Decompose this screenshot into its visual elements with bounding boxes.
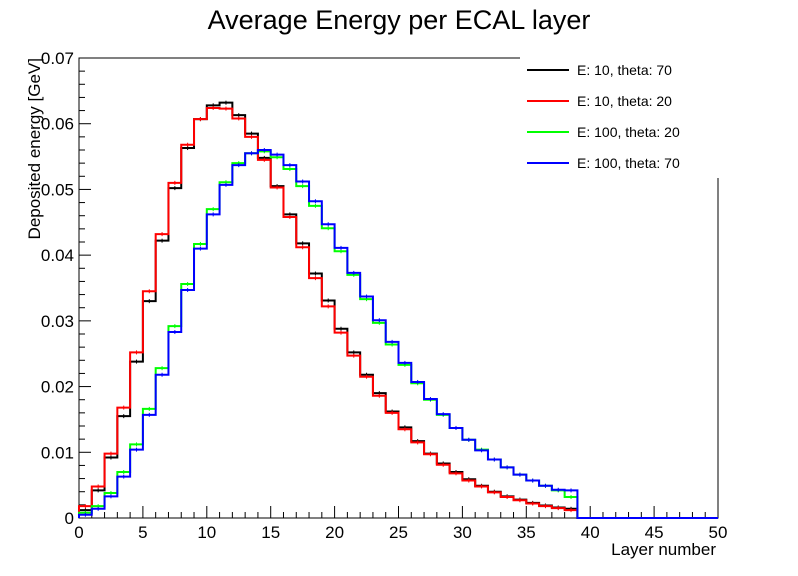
x-tick-label: 50 (709, 523, 728, 542)
x-tick-label: 20 (325, 523, 344, 542)
y-tick-label: 0 (65, 509, 74, 528)
chart-title: Average Energy per ECAL layer (208, 5, 591, 35)
x-tick-label: 45 (645, 523, 664, 542)
legend-label-3: E: 100, theta: 20 (577, 124, 680, 140)
legend-label-1: E: 10, theta: 70 (577, 62, 672, 78)
x-tick-label: 10 (197, 523, 216, 542)
x-axis-label: Layer number (611, 540, 716, 559)
y-tick-label: 0.04 (41, 246, 74, 265)
y-tick-label: 0.03 (41, 312, 74, 331)
legend-label-4: E: 100, theta: 70 (577, 155, 680, 171)
axis-ticks: 0 5 10 15 20 25 30 35 40 45 50 0 0.01 0.02 0.03 0.04 0.0… (41, 49, 728, 542)
x-tick-label: 40 (581, 523, 600, 542)
x-tick-label: 25 (389, 523, 408, 542)
y-axis-label: Deposited energy [GeV] (25, 58, 44, 239)
y-tick-label: 0.07 (41, 49, 74, 68)
x-tick-label: 30 (453, 523, 472, 542)
series-lines (78, 100, 718, 519)
legend-box (520, 55, 720, 178)
y-tick-label: 0.06 (41, 115, 74, 134)
series-line-4 (78, 149, 718, 519)
y-tick-label: 0.01 (41, 443, 74, 462)
legend: E: 10, theta: 70 E: 10, theta: 20 E: 100, … (520, 55, 720, 178)
x-tick-label: 0 (74, 523, 83, 542)
y-tick-label: 0.05 (41, 180, 74, 199)
series-line-2 (78, 106, 718, 519)
y-tick-label: 0.02 (41, 378, 74, 397)
x-tick-label: 35 (517, 523, 536, 542)
x-tick-label: 5 (138, 523, 147, 542)
series-line-3 (78, 150, 718, 519)
x-tick-label: 15 (261, 523, 280, 542)
legend-label-2: E: 10, theta: 20 (577, 93, 672, 109)
